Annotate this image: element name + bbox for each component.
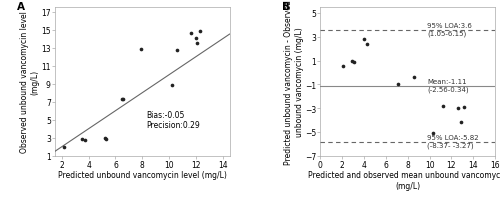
Point [186,32,194,36]
Point [364,43,372,46]
Text: (-8.37- -3.27): (-8.37- -3.27) [428,142,474,149]
Point [100,136,108,140]
Point [460,106,468,109]
Point [80,139,88,142]
Text: (1.05-6.15): (1.05-6.15) [428,31,467,37]
Point [360,38,368,42]
Point [137,48,145,51]
Y-axis label: Observed unbound vancomycin level
(mg/L): Observed unbound vancomycin level (mg/L) [20,11,40,153]
Point [196,31,204,34]
Point [340,65,347,68]
Point [102,137,110,141]
Text: (-2.56-0.34): (-2.56-0.34) [428,86,469,93]
Text: B: B [282,2,290,12]
Point [348,60,356,63]
Y-axis label: Predicted unbound vancomycin - Observed
unbound vancomycin (mg/L): Predicted unbound vancomycin - Observed … [284,0,304,164]
Text: 95% LOA:3.6: 95% LOA:3.6 [428,23,472,29]
X-axis label: Predicted unbound vancomycin level (mg/L): Predicted unbound vancomycin level (mg/L… [58,170,226,179]
Point [194,42,202,45]
Text: 95% LOA:-5.82: 95% LOA:-5.82 [428,135,479,141]
Point [60,145,68,149]
Point [457,121,465,124]
Text: Mean:-1.11: Mean:-1.11 [428,79,467,85]
Point [438,105,446,108]
Point [454,107,462,110]
Text: A: A [16,2,24,12]
Point [410,76,418,79]
X-axis label: Predicted and observed mean unbound vancomycin
(mg/L): Predicted and observed mean unbound vanc… [308,170,500,190]
Point [120,98,128,101]
Point [168,84,176,87]
Point [118,98,126,101]
Point [78,138,86,141]
Point [429,132,437,135]
Text: Bias:-0.05
Precision:0.29: Bias:-0.05 Precision:0.29 [146,110,200,130]
Point [394,83,402,87]
Point [350,61,358,64]
Point [192,37,200,40]
Point [173,49,181,53]
